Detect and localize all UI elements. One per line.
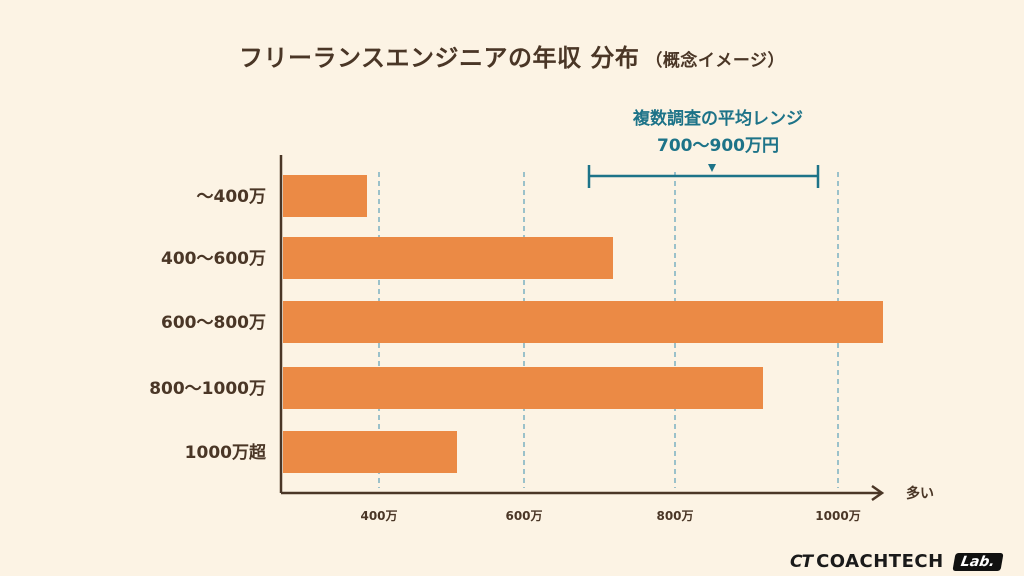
range-pointer-icon — [708, 164, 716, 172]
bar — [283, 367, 763, 409]
brand-mark: CT — [790, 551, 813, 572]
bar — [283, 175, 367, 217]
brand-badge: Lab. — [952, 552, 1003, 571]
y-tick-label: 1000万超 — [185, 442, 267, 463]
y-tick-label: 400〜600万 — [161, 249, 266, 269]
x-tick-label: 800万 — [656, 509, 693, 523]
title-main: フリーランスエンジニアの年収 分布 — [238, 44, 640, 72]
bar — [283, 237, 613, 279]
x-axis-end-label: 多い — [906, 485, 934, 502]
y-tick-label: 800〜1000万 — [149, 379, 266, 399]
y-tick-label: 〜400万 — [197, 187, 267, 207]
brand-logo: CT COACHTECH Lab. — [790, 551, 1003, 572]
bar — [283, 431, 457, 473]
x-tick-label: 1000万 — [815, 509, 860, 523]
chart-title: フリーランスエンジニアの年収 分布 （概念イメージ） — [0, 38, 1024, 73]
bar — [283, 301, 883, 343]
title-subtitle: （概念イメージ） — [645, 51, 786, 71]
brand-name: COACHTECH — [816, 551, 944, 572]
x-tick-label: 600万 — [505, 509, 542, 523]
x-tick-label: 400万 — [360, 509, 397, 523]
range-annotation-title: 複数調査の平均レンジ — [632, 108, 803, 129]
range-annotation-value: 700〜900万円 — [657, 136, 779, 156]
y-tick-label: 600〜800万 — [161, 313, 266, 333]
x-axis-arrowhead — [871, 484, 885, 502]
